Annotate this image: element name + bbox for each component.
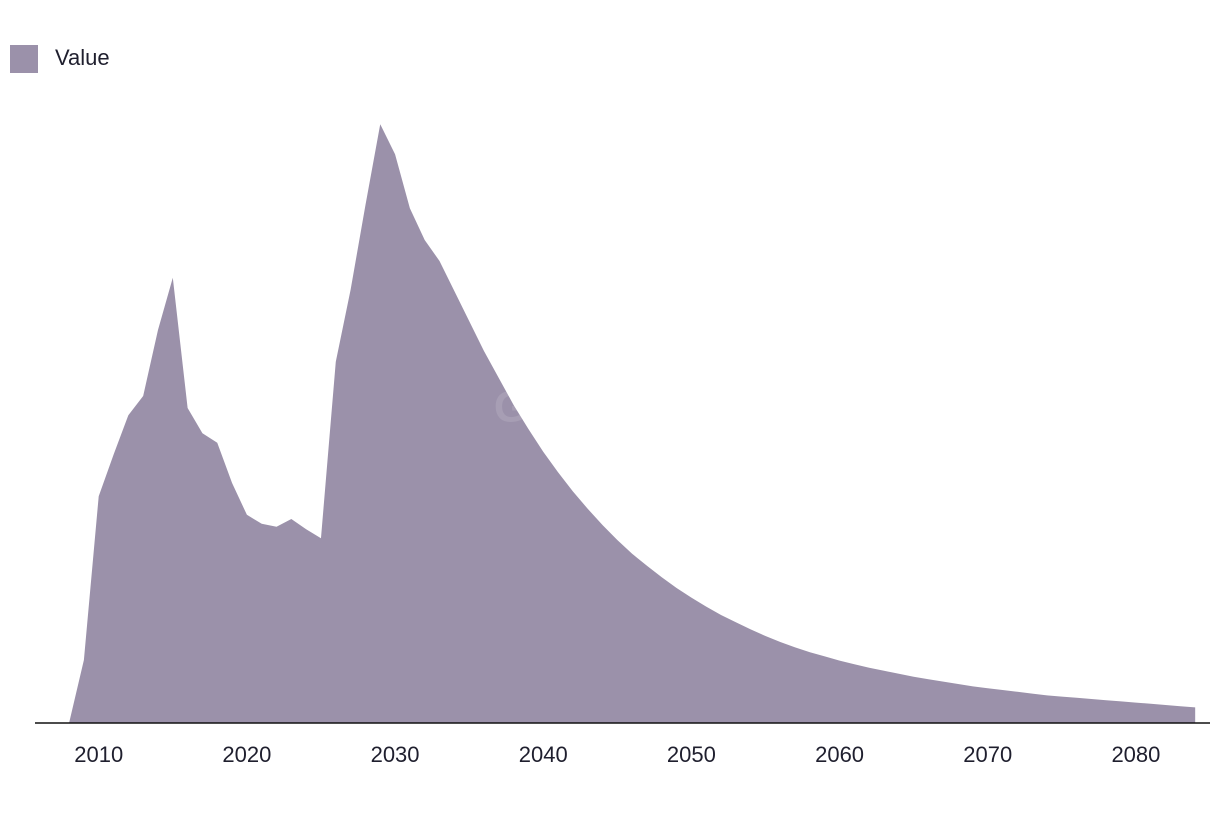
x-tick-label: 2040 (519, 742, 568, 767)
x-tick-label: 2010 (74, 742, 123, 767)
x-tick-label: 2050 (667, 742, 716, 767)
watermark: GlobalData (494, 383, 727, 432)
legend-swatch (10, 45, 38, 73)
x-tick-label: 2030 (371, 742, 420, 767)
area (69, 124, 1196, 723)
x-tick-label: 2070 (963, 742, 1012, 767)
x-tick-label: 2020 (222, 742, 271, 767)
legend-label: Value (55, 45, 110, 70)
x-tick-label: 2080 (1111, 742, 1160, 767)
x-tick-label: 2060 (815, 742, 864, 767)
